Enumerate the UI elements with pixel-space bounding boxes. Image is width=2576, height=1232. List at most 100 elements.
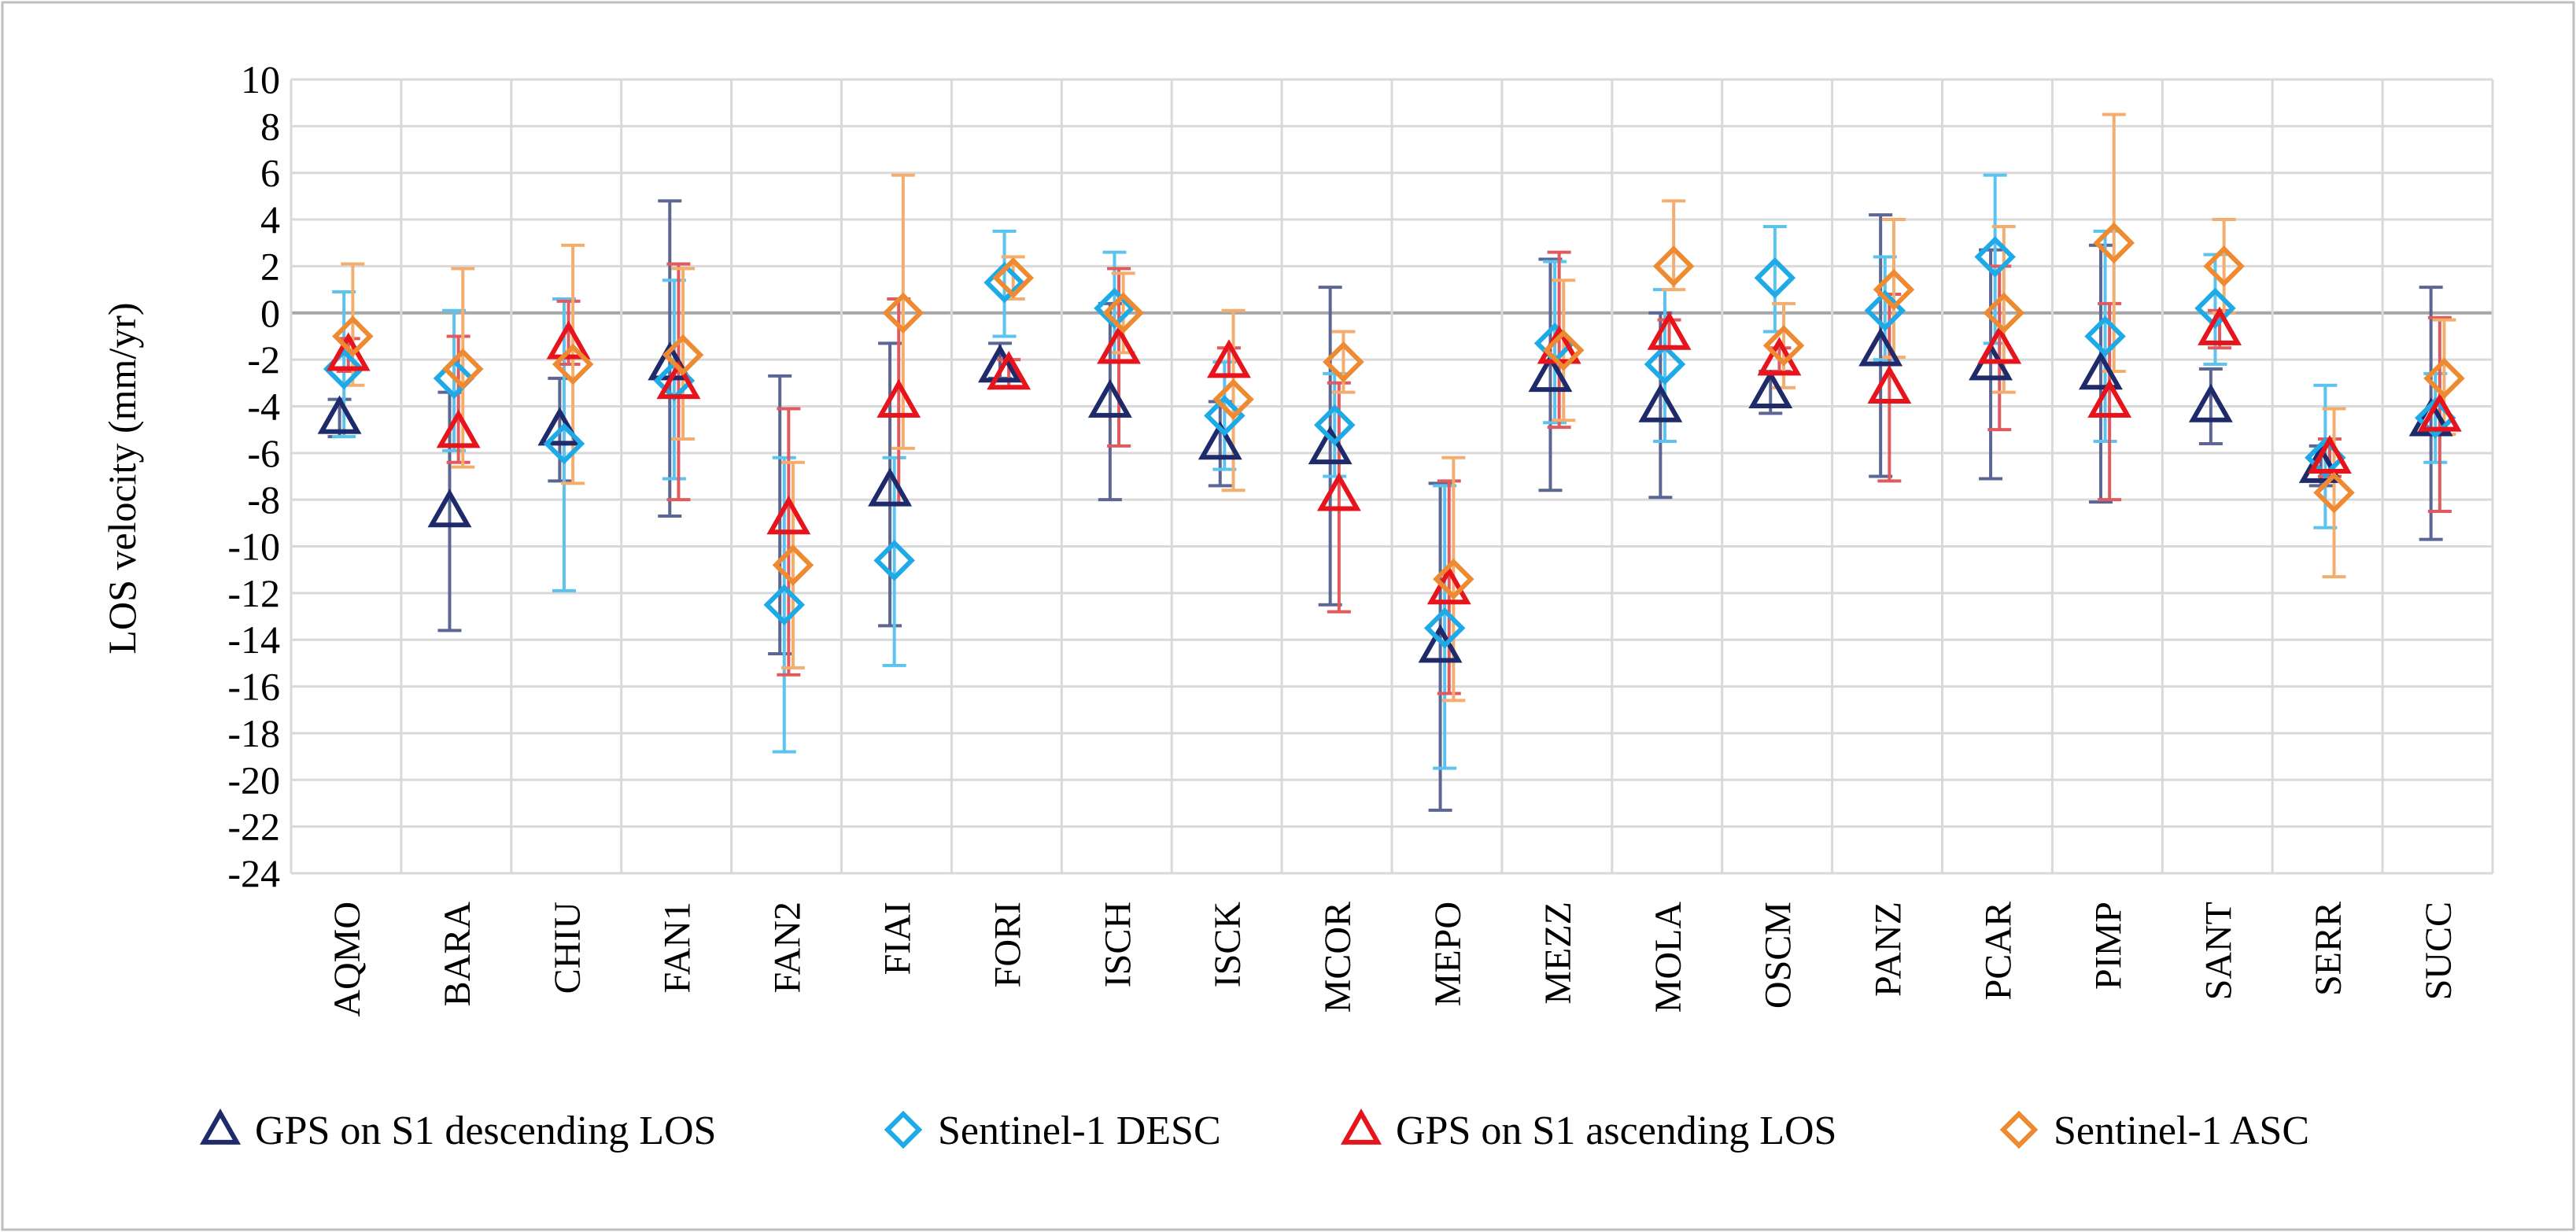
data-point-diamond xyxy=(2203,245,2245,287)
x-category-label: MOLA xyxy=(1648,902,1689,1013)
data-point-triangle xyxy=(868,467,913,507)
data-point-diamond xyxy=(2093,222,2135,264)
x-category-label: MEPO xyxy=(1427,902,1469,1006)
data-point-triangle xyxy=(1206,339,1251,378)
data-point-triangle xyxy=(326,332,371,371)
data-point-diamond xyxy=(763,584,805,625)
y-tick-label: 0 xyxy=(260,291,280,335)
y-tick-label: -6 xyxy=(247,431,280,475)
x-category-label: MCOR xyxy=(1317,902,1359,1013)
data-point-diamond xyxy=(332,315,374,357)
data-point-diamond xyxy=(1974,236,2016,278)
x-category-label: BARA xyxy=(437,902,478,1007)
x-category-label: ISCK xyxy=(1207,902,1249,988)
data-point-triangle xyxy=(1418,624,1463,663)
x-category-label: SERR xyxy=(2308,902,2349,996)
data-point-diamond xyxy=(984,261,1025,304)
data-point-diamond xyxy=(992,257,1034,299)
y-tick-label: 10 xyxy=(241,57,280,101)
data-point-diamond xyxy=(662,334,704,376)
data-point-triangle xyxy=(1316,472,1361,511)
data-markers xyxy=(317,222,2465,663)
x-category-label: OSCM xyxy=(1758,902,1799,1009)
data-point-triangle xyxy=(1528,353,1573,393)
data-point-triangle xyxy=(1858,327,1903,367)
y-tick-label: -2 xyxy=(247,338,280,382)
y-tick-label: -8 xyxy=(247,478,280,522)
data-point-diamond xyxy=(1762,325,1805,367)
x-category-label: CHIU xyxy=(547,902,589,994)
y-tick-label: -20 xyxy=(227,758,280,802)
legend-marker xyxy=(884,1110,923,1149)
data-point-diamond xyxy=(2194,287,2236,330)
legend-label: GPS on S1 descending LOS xyxy=(255,1108,716,1153)
data-point-triangle xyxy=(1087,378,1132,418)
data-point-triangle xyxy=(2188,383,2233,422)
x-category-label: FAN2 xyxy=(767,902,809,993)
data-point-triangle xyxy=(537,407,582,446)
y-tick-label: -24 xyxy=(227,851,280,895)
data-point-diamond xyxy=(1094,287,1135,330)
y-tick-label: -18 xyxy=(227,711,280,755)
legend-marker xyxy=(1999,1110,2039,1149)
data-point-diamond xyxy=(882,292,924,334)
x-category-label: SUCC xyxy=(2418,902,2460,1000)
data-point-diamond xyxy=(2313,472,2355,514)
x-category-label: MEZZ xyxy=(1537,902,1579,1005)
legend-label: Sentinel-1 ASC xyxy=(2054,1108,2309,1153)
legend: GPS on S1 descending LOS Sentinel-1 DESC G… xyxy=(199,1108,2309,1153)
y-tick-label: -14 xyxy=(227,618,280,662)
x-category-label: SANT xyxy=(2198,902,2239,1000)
y-tick-label: 6 xyxy=(260,151,280,195)
data-point-diamond xyxy=(1433,558,1474,600)
x-category-label: FORI xyxy=(987,902,1028,987)
data-point-triangle xyxy=(2087,378,2132,418)
y-tick-label: 4 xyxy=(260,197,280,242)
y-tick-label: 8 xyxy=(260,104,280,148)
data-point-triangle xyxy=(656,360,701,400)
data-point-diamond xyxy=(1542,330,1585,371)
data-point-triangle xyxy=(2307,434,2352,474)
x-category-label: PANZ xyxy=(1868,902,1910,997)
data-point-diamond xyxy=(1212,378,1254,420)
data-point-diamond xyxy=(543,422,585,465)
data-point-triangle xyxy=(1638,383,1683,422)
data-point-triangle xyxy=(987,351,1032,390)
x-category-label: PCAR xyxy=(1977,902,2019,1000)
data-point-triangle xyxy=(1977,325,2022,364)
data-point-triangle xyxy=(1867,364,1912,404)
data-point-diamond xyxy=(1644,343,1686,385)
x-category-label: FAN1 xyxy=(657,902,699,993)
x-category-label: ISCH xyxy=(1097,902,1139,987)
x-category-label: AQMO xyxy=(327,902,368,1017)
data-point-diamond xyxy=(1102,292,1144,334)
data-point-diamond xyxy=(2423,357,2465,400)
data-point-diamond xyxy=(2084,315,2126,357)
y-tick-label: -22 xyxy=(227,805,280,849)
data-point-triangle xyxy=(1748,369,1793,408)
data-point-triangle xyxy=(2198,306,2242,345)
data-point-triangle xyxy=(427,489,472,528)
data-point-diamond xyxy=(1873,268,1915,311)
data-point-diamond xyxy=(873,540,915,581)
y-axis-label: LOS velocity (mm/yr) xyxy=(100,302,144,654)
legend-marker xyxy=(1340,1108,1382,1145)
data-point-diamond xyxy=(1652,245,1695,287)
data-point-triangle xyxy=(766,496,811,535)
legend-label: Sentinel-1 DESC xyxy=(938,1108,1221,1153)
legend-label: GPS on S1 ascending LOS xyxy=(1396,1108,1836,1153)
data-point-triangle xyxy=(1647,311,1692,350)
data-point-diamond xyxy=(1314,404,1356,446)
x-category-labels: AQMO BARA CHIU FAN1 FAN2 FIAI FORI ISCH ISCK MCOR… xyxy=(327,902,2460,1017)
data-point-triangle xyxy=(2417,393,2462,432)
data-point-diamond xyxy=(1323,341,1364,383)
data-point-triangle xyxy=(317,395,362,434)
x-category-label: FIAI xyxy=(877,902,918,975)
gridlines xyxy=(290,78,2494,875)
data-point-triangle xyxy=(436,409,481,448)
data-point-diamond xyxy=(1754,257,1796,299)
